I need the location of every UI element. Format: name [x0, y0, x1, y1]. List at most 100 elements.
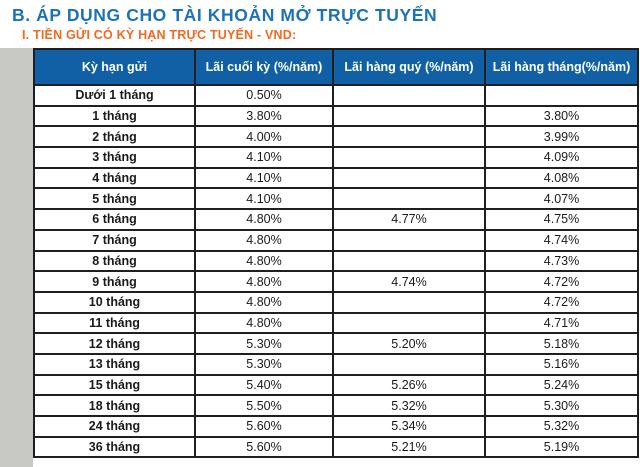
- table-row: 36 tháng 5.60% 5.21% 5.19%: [33, 435, 639, 459]
- rate-cell: 4.10%: [194, 146, 334, 169]
- rate-cell: 4.00%: [194, 125, 334, 149]
- header-cell-monthly-rate: Lãi hàng tháng(%/năm): [484, 48, 639, 86]
- term-cell: Dưới 1 tháng: [33, 84, 196, 107]
- rate-cell: 4.72%: [484, 290, 639, 314]
- rate-cell: [332, 352, 486, 376]
- term-cell: 6 tháng: [33, 208, 196, 231]
- rate-cell: 3.99%: [484, 125, 639, 149]
- rate-cell: 4.08%: [484, 166, 639, 190]
- table-row: 9 tháng 4.80% 4.74% 4.72%: [33, 270, 639, 293]
- header-cell-end-of-term-rate: Lãi cuối kỳ (%/năm): [194, 48, 334, 86]
- rate-cell: 5.40%: [194, 373, 334, 397]
- table-row: 18 tháng 5.50% 5.32% 5.30%: [33, 394, 639, 417]
- rate-cell: [332, 84, 486, 107]
- rate-cell: 5.26%: [332, 373, 486, 397]
- page-subtitle: I. TIỀN GỬI CÓ KỲ HẠN TRỰC TUYẾN - VND:: [22, 28, 297, 42]
- rate-cell: 5.32%: [332, 394, 486, 417]
- term-cell: 12 tháng: [33, 332, 196, 355]
- table-row: 4 tháng 4.10% 4.08%: [33, 166, 639, 190]
- rate-cell: [332, 146, 486, 169]
- rate-cell: 5.30%: [194, 332, 334, 355]
- rate-table-body: Dưới 1 tháng 0.50% 1 tháng 3.80% 3.80% 2 thán…: [33, 84, 639, 459]
- rate-cell: 5.32%: [484, 415, 639, 438]
- rate-cell: 5.24%: [484, 373, 639, 397]
- term-cell: 18 tháng: [33, 394, 196, 417]
- left-margin-strip: [0, 48, 33, 467]
- table-row: 3 tháng 4.10% 4.09%: [33, 146, 639, 169]
- rate-cell: 4.71%: [484, 311, 639, 335]
- rate-cell: 5.30%: [484, 394, 639, 417]
- rate-cell: 5.18%: [484, 332, 639, 355]
- rate-cell: 4.80%: [194, 311, 334, 335]
- term-cell: 10 tháng: [33, 290, 196, 314]
- rate-cell: 5.60%: [194, 415, 334, 438]
- rate-cell: 4.07%: [484, 187, 639, 211]
- table-row: 5 tháng 4.10% 4.07%: [33, 187, 639, 211]
- term-cell: 1 tháng: [33, 104, 196, 128]
- rate-cell: 4.10%: [194, 166, 334, 190]
- rate-cell: [332, 290, 486, 314]
- rate-cell: 4.80%: [194, 249, 334, 273]
- rate-cell: 3.80%: [484, 104, 639, 128]
- table-row: 8 tháng 4.80% 4.73%: [33, 249, 639, 273]
- term-cell: 13 tháng: [33, 352, 196, 376]
- table-row: 15 tháng 5.40% 5.26% 5.24%: [33, 373, 639, 397]
- rate-cell: 4.75%: [484, 208, 639, 231]
- rate-cell: [332, 228, 486, 252]
- term-cell: 2 tháng: [33, 125, 196, 149]
- term-cell: 36 tháng: [33, 435, 196, 459]
- rate-cell: 5.21%: [332, 435, 486, 459]
- term-cell: 3 tháng: [33, 146, 196, 169]
- table-row: 12 tháng 5.30% 5.20% 5.18%: [33, 332, 639, 355]
- rate-cell: 4.77%: [332, 208, 486, 231]
- rate-cell: [332, 104, 486, 128]
- table-row: 10 tháng 4.80% 4.72%: [33, 290, 639, 314]
- rate-cell: [332, 311, 486, 335]
- rate-cell: 4.80%: [194, 228, 334, 252]
- rate-cell: 5.34%: [332, 415, 486, 438]
- rate-cell: 5.50%: [194, 394, 334, 417]
- rate-cell: [484, 84, 639, 107]
- rate-cell: 5.20%: [332, 332, 486, 355]
- page-title: B. ÁP DỤNG CHO TÀI KHOẢN MỞ TRỰC TUYẾN: [12, 5, 438, 25]
- rate-cell: 4.10%: [194, 187, 334, 211]
- header-cell-quarterly-rate: Lãi hàng quý (%/năm): [332, 48, 486, 86]
- term-cell: 15 tháng: [33, 373, 196, 397]
- table-row: 2 tháng 4.00% 3.99%: [33, 125, 639, 149]
- rate-cell: 4.09%: [484, 146, 639, 169]
- rate-cell: 5.16%: [484, 352, 639, 376]
- header-cell-term: Kỳ hạn gửi: [33, 48, 196, 86]
- table-row: Dưới 1 tháng 0.50%: [33, 84, 639, 107]
- rate-table-header: Kỳ hạn gửi Lãi cuối kỳ (%/năm) Lãi hàng …: [33, 48, 639, 86]
- table-row: 13 tháng 5.30% 5.16%: [33, 352, 639, 376]
- rate-cell: [332, 187, 486, 211]
- rate-cell: 4.74%: [332, 270, 486, 293]
- rate-cell: [332, 166, 486, 190]
- table-row: 1 tháng 3.80% 3.80%: [33, 104, 639, 128]
- rate-cell: 5.30%: [194, 352, 334, 376]
- header-row: Kỳ hạn gửi Lãi cuối kỳ (%/năm) Lãi hàng …: [33, 48, 639, 86]
- rate-cell: [332, 249, 486, 273]
- term-cell: 24 tháng: [33, 415, 196, 438]
- rate-cell: 4.74%: [484, 228, 639, 252]
- rate-cell: 4.80%: [194, 290, 334, 314]
- rate-cell: 5.60%: [194, 435, 334, 459]
- rate-cell: 3.80%: [194, 104, 334, 128]
- rate-cell: 5.19%: [484, 435, 639, 459]
- table-row: 6 tháng 4.80% 4.77% 4.75%: [33, 208, 639, 231]
- rate-cell: 4.80%: [194, 208, 334, 231]
- term-cell: 7 tháng: [33, 228, 196, 252]
- rate-cell: 4.80%: [194, 270, 334, 293]
- term-cell: 8 tháng: [33, 249, 196, 273]
- table-row: 7 tháng 4.80% 4.74%: [33, 228, 639, 252]
- table-row: 11 tháng 4.80% 4.71%: [33, 311, 639, 335]
- table-row: 24 tháng 5.60% 5.34% 5.32%: [33, 415, 639, 438]
- term-cell: 11 tháng: [33, 311, 196, 335]
- term-cell: 9 tháng: [33, 270, 196, 293]
- term-cell: 4 tháng: [33, 166, 196, 190]
- term-cell: 5 tháng: [33, 187, 196, 211]
- rate-cell: 4.72%: [484, 270, 639, 293]
- rate-cell: [332, 125, 486, 149]
- rate-cell: 4.73%: [484, 249, 639, 273]
- deposit-rate-table: Kỳ hạn gửi Lãi cuối kỳ (%/năm) Lãi hàng …: [33, 48, 639, 459]
